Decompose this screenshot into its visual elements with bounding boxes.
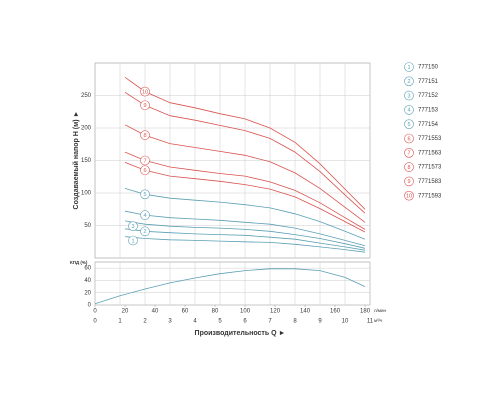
x2-tick-label: 120 xyxy=(270,309,281,315)
x-axis-title: Производительность Q ► xyxy=(195,330,286,337)
legend-label: 7771583 xyxy=(418,179,442,185)
curve-label: 9 xyxy=(143,103,146,109)
curve-label-circle xyxy=(128,235,138,246)
head-curve xyxy=(124,188,366,240)
y-tick-label: 200 xyxy=(81,126,92,132)
legend-circle xyxy=(404,76,414,87)
legend-label: 7771563 xyxy=(418,150,442,156)
x-tick-label: 9 xyxy=(318,319,322,325)
x2-tick-label: 180 xyxy=(360,309,371,315)
curve-label: 10 xyxy=(142,89,148,95)
legend-circle xyxy=(404,105,414,115)
legend-label: 777154 xyxy=(418,122,439,128)
head-curve xyxy=(124,151,366,230)
curve-label: 5 xyxy=(143,192,146,198)
legend-number: 10 xyxy=(406,193,412,199)
head-curve xyxy=(124,76,366,210)
head-curve xyxy=(124,228,366,251)
y-tick-label: 0 xyxy=(88,303,92,309)
legend-circle xyxy=(404,148,414,158)
x2-tick-label: 80 xyxy=(212,309,219,315)
x-tick-label: 8 xyxy=(293,319,297,325)
legend-number: 8 xyxy=(407,165,410,171)
y-tick-label: 40 xyxy=(84,278,91,284)
x-tick-label: 4 xyxy=(193,319,197,325)
curve-label: 3 xyxy=(131,224,134,230)
head-curve xyxy=(124,124,366,223)
legend-number: 6 xyxy=(407,136,410,142)
legend-circle xyxy=(404,190,414,201)
head-curve xyxy=(124,220,366,249)
y-tick-label: 250 xyxy=(81,93,92,99)
x-tick-label: 3 xyxy=(168,319,172,325)
x2-tick-label: 100 xyxy=(240,309,251,315)
y-tick-label: 50 xyxy=(84,223,91,229)
legend-number: 3 xyxy=(407,93,410,99)
x-tick-label: 0 xyxy=(93,319,97,325)
head-curve xyxy=(124,210,366,247)
x2-tick-label: 20 xyxy=(122,309,129,315)
legend-circle xyxy=(404,119,414,129)
eff-plot-frame xyxy=(94,261,371,306)
y-tick-label: 100 xyxy=(81,191,92,197)
x2-unit: л/мин xyxy=(374,308,386,313)
curve-label-circle xyxy=(140,130,150,140)
legend-circle xyxy=(404,176,414,187)
x-tick-label: 1 xyxy=(118,319,122,325)
efficiency-curve xyxy=(94,268,366,305)
legend-circle xyxy=(404,62,414,72)
legend-circle xyxy=(404,162,414,172)
curve-label-circle xyxy=(140,155,150,166)
x-tick-label: 6 xyxy=(243,319,247,325)
legend-label: 7771573 xyxy=(418,165,442,171)
x-tick-label: 5 xyxy=(218,319,222,325)
legend-label: 7771593 xyxy=(418,193,442,199)
legend-label: 777150 xyxy=(418,65,439,71)
curve-label: 7 xyxy=(143,158,146,164)
curve-label-circle xyxy=(140,86,150,97)
curve-label: 6 xyxy=(143,168,146,174)
legend-number: 5 xyxy=(407,122,410,128)
curve-label-circle xyxy=(140,100,150,111)
curve-label-circle xyxy=(140,210,150,220)
x-tick-label: 7 xyxy=(268,319,272,325)
x2-tick-label: 0 xyxy=(93,309,97,315)
y-axis-title: Создаваемый напор Н (м) ► xyxy=(72,111,80,210)
legend-label: 777151 xyxy=(418,79,439,85)
x2-tick-label: 60 xyxy=(182,309,189,315)
y-tick-label: 150 xyxy=(81,158,92,164)
curve-label: 8 xyxy=(143,133,146,139)
x-tick-label: 11 xyxy=(367,319,374,325)
x-tick-label: 10 xyxy=(342,319,349,325)
curve-label: 4 xyxy=(143,213,146,219)
legend-label: 777152 xyxy=(418,93,439,99)
eff-axis-title: КПД (%) xyxy=(70,260,88,265)
x2-tick-label: 40 xyxy=(152,309,159,315)
head-curve xyxy=(124,91,366,214)
curve-label-circle xyxy=(128,221,138,231)
curve-label: 1 xyxy=(131,238,134,244)
head-curve xyxy=(124,162,366,233)
x2-tick-label: 160 xyxy=(330,309,341,315)
curve-label: 2 xyxy=(143,229,146,235)
x2-tick-label: 140 xyxy=(300,309,311,315)
y-tick-label: 60 xyxy=(84,266,91,272)
legend-number: 9 xyxy=(407,179,410,185)
legend-circle xyxy=(404,90,414,101)
legend-label: 777153 xyxy=(418,107,439,113)
head-curve xyxy=(124,236,366,253)
legend-number: 2 xyxy=(407,79,410,85)
legend-number: 4 xyxy=(407,108,410,114)
legend-label: 7771553 xyxy=(418,136,442,142)
legend-number: 7 xyxy=(407,151,410,157)
y-tick-label: 20 xyxy=(84,290,91,296)
legend-circle xyxy=(404,133,414,144)
curve-label-circle xyxy=(140,189,150,200)
curve-label-circle xyxy=(140,226,150,237)
legend-number: 1 xyxy=(407,65,410,71)
x-tick-label: 2 xyxy=(143,319,147,325)
curve-label-circle xyxy=(140,165,150,176)
x-unit: м³/ч xyxy=(374,318,383,323)
